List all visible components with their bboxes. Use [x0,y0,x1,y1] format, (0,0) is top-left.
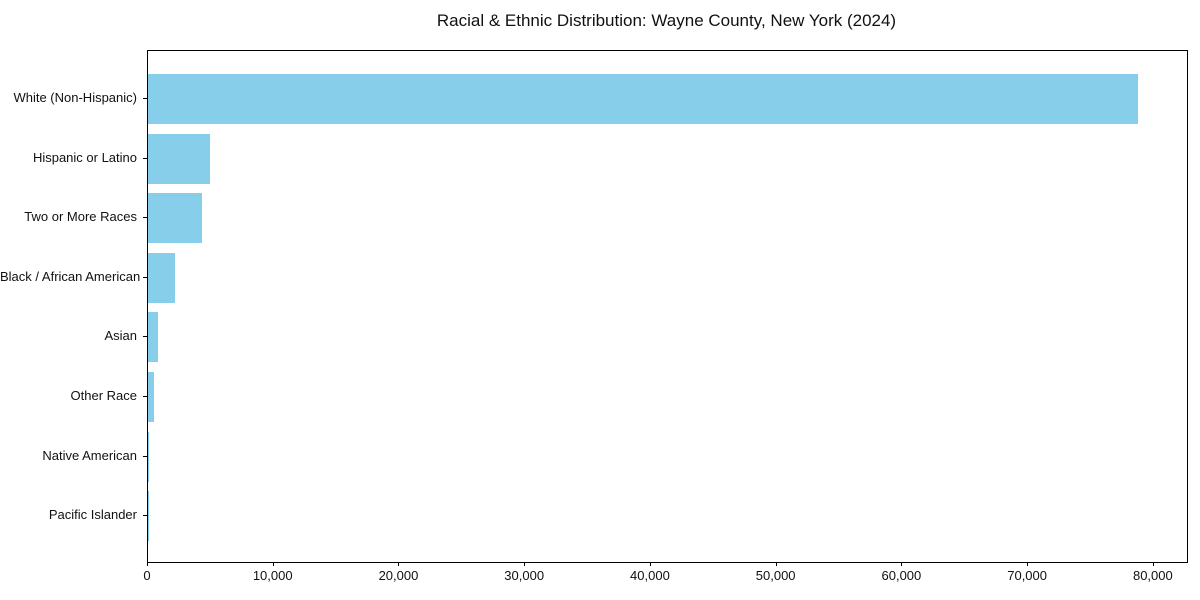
bar [148,312,159,363]
x-tick-label: 70,000 [1007,568,1047,583]
y-tick-mark [143,396,147,397]
x-tick-mark [775,562,777,566]
y-tick-label: Two or More Races [24,209,137,225]
y-tick-mark [143,455,147,457]
x-tick-mark [398,562,400,566]
x-tick-mark [524,562,526,566]
bar [148,252,176,303]
x-tick-label: 30,000 [504,568,545,583]
bar [148,193,203,244]
x-tick-mark [649,562,651,566]
x-tick-mark [272,562,274,566]
x-tick-label: 40,000 [630,568,670,583]
x-tick-mark [1152,562,1154,566]
plot-area [147,50,1188,563]
x-tick-mark [147,562,148,566]
x-tick-mark [1027,562,1029,566]
y-tick-label: Native American [42,447,137,463]
y-tick-mark [143,98,147,99]
x-tick-label: 20,000 [378,568,419,583]
y-tick-mark [143,157,147,159]
y-tick-label: White (Non-Hispanic) [13,90,137,105]
y-tick-mark [143,217,147,219]
x-tick-label: 60,000 [881,568,922,583]
y-tick-label: Pacific Islander [48,507,137,523]
bar [148,133,210,184]
y-tick-label: Hispanic or Latino [32,149,137,165]
x-tick-label: 80,000 [1132,568,1173,583]
chart-title: Racial & Ethnic Distribution: Wayne Coun… [436,11,897,30]
y-tick-label: Other Race [70,388,137,403]
x-tick-label: 50,000 [755,568,796,583]
y-tick-label: Asian [104,328,137,344]
x-tick-label: 0 [143,568,151,583]
y-tick-label: Black / African American [0,268,141,284]
bar [148,431,150,482]
x-tick-label: 10,000 [252,568,293,583]
y-tick-mark [143,336,147,338]
x-tick-mark [901,562,903,566]
bar [148,74,1138,124]
y-tick-mark [143,515,147,517]
y-tick-mark [143,276,147,278]
bar [148,372,155,422]
